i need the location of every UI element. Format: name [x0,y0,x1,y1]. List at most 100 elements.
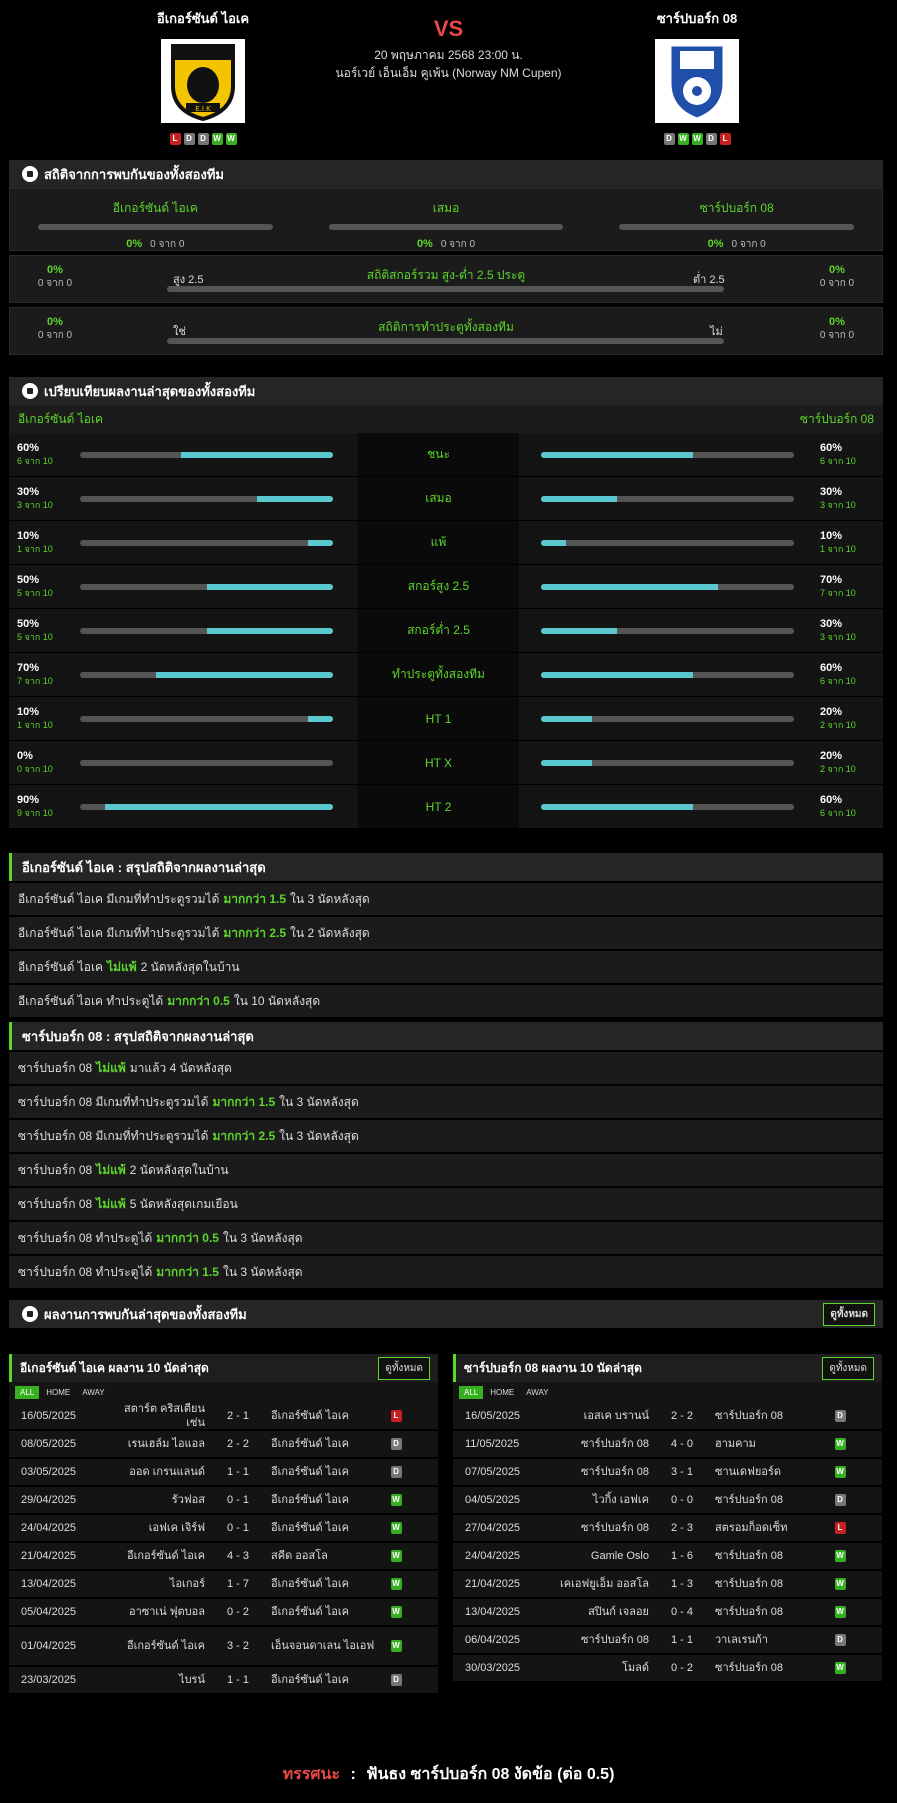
result-cell: W [381,1606,411,1618]
result-cell: W [381,1578,411,1590]
left-bar-fill [181,451,333,458]
verdict-sep: : [350,1766,356,1783]
summary-row: อีเกอร์ซันด์ ไอเค มีเกมที่ทำประตูรวมได้ม… [9,883,883,915]
right-pct: 60% 6 จาก 10 [820,442,875,468]
summary-row: อีเกอร์ซันด์ ไอเค ทำประตูได้ มากกว่า 0.5 ใ… [9,985,883,1017]
result-badge: W [390,1494,402,1506]
compare-row: 50% 5 จาก 10 สกอร์ต่ำ 2.5 30% 3 จาก 10 [9,609,883,653]
result-cell: W [825,1466,855,1478]
match-row[interactable]: 11/05/2025 ซาร์ปบอร์ก 08 4 - 0 ฮามคาม W [453,1431,882,1459]
result-badge: W [390,1606,402,1618]
form-badge: D [183,133,195,145]
right-bar-fill [541,759,592,766]
right-bar [541,671,794,678]
result-cell: D [381,1466,411,1478]
summary-highlight: มากกว่า 2.5 [223,925,287,940]
football-icon [22,383,38,399]
match-row[interactable]: 08/05/2025 เรนเฮล์ม ไอแอล 2 - 2 อีเกอร์ซันด… [9,1431,438,1459]
summary-pre: อีเกอร์ซันด์ ไอเค ทำประตูได้ [18,993,164,1008]
match-home: อีเกอร์ซันด์ ไอเค [127,1640,205,1652]
h2h-col-label: เสมอ [432,201,460,215]
summary-pre: ซาร์ปบอร์ก 08 [18,1060,93,1075]
match-row[interactable]: 13/04/2025 สปินก์ เจลอย 0 - 4 ซาร์ปบอร์ก 08… [453,1599,882,1627]
match-away: ซานเดฟยอร์ด [715,1466,781,1478]
right-bar [541,495,794,502]
compare-right: 30% 3 จาก 10 [519,477,883,520]
form-badge: W [211,133,223,145]
tab-all[interactable]: ALL [15,1386,40,1399]
left-bar [80,715,333,722]
btts-left-label: ใช่ [173,326,186,338]
compare-label: สกอร์สูง 2.5 [358,565,519,608]
right-pct: 30% 3 จาก 10 [820,618,875,644]
match-score: 0 - 1 [226,1494,249,1506]
match-row[interactable]: 21/04/2025 อีเกอร์ซันด์ ไอเค 4 - 3 สคีด ออส… [9,1543,438,1571]
match-date: 03/05/2025 [21,1466,77,1478]
right-bar-fill [541,715,592,722]
match-row[interactable]: 13/04/2025 ไอเกอร์ 1 - 7 อีเกอร์ซันด์ ไอเค W [9,1571,438,1599]
match-row[interactable]: 24/04/2025 Gamle Oslo 1 - 6 ซาร์ปบอร์ก 08 W [453,1543,882,1571]
home-tabs: ALL HOME AWAY [9,1382,438,1403]
tab-home[interactable]: HOME [46,1388,71,1397]
tab-home[interactable]: HOME [490,1388,515,1397]
right-pct: 70% 7 จาก 10 [820,574,875,600]
match-row[interactable]: 30/03/2025 โมลด์ 0 - 2 ซาร์ปบอร์ก 08 W [453,1655,882,1683]
match-home: เรนเฮล์ม ไอแอล [127,1438,205,1450]
tab-away[interactable]: AWAY [526,1388,549,1397]
compare-row: 30% 3 จาก 10 เสมอ 30% 3 จาก 10 [9,477,883,521]
match-row[interactable]: 16/05/2025 เอสเค บรานน์ 2 - 2 ซาร์ปบอร์ก 08… [453,1403,882,1431]
compare-label: สกอร์ต่ำ 2.5 [358,609,519,652]
match-row[interactable]: 27/04/2025 ซาร์ปบอร์ก 08 2 - 3 สตรอมก็อดเซ็… [453,1515,882,1543]
match-row[interactable]: 16/05/2025 สตาร์ต คริสเตียนเซ่น 2 - 1 อีเกอ… [9,1403,438,1431]
left-bar [80,759,333,766]
match-row[interactable]: 03/05/2025 ออด เกรนแลนด์ 1 - 1 อีเกอร์ซันด์… [9,1459,438,1487]
summary-pre: อีเกอร์ซันด์ ไอเค [18,959,104,974]
left-bar [80,803,333,810]
summary-pre: ซาร์ปบอร์ก 08 มีเกมที่ทำประตูรวมได้ [18,1094,209,1109]
left-pct: 30% 3 จาก 10 [17,486,72,512]
away-view-all-button[interactable]: ดูทั้งหมด [822,1356,874,1380]
home-view-all-button[interactable]: ดูทั้งหมด [378,1356,430,1380]
compare-left: 70% 7 จาก 10 [9,653,358,696]
match-row[interactable]: 21/04/2025 เคเอฟยูเอ็ม ออสโล 1 - 3 ซาร์ปบอร… [453,1571,882,1599]
result-badge: W [834,1550,846,1562]
tab-away[interactable]: AWAY [82,1388,105,1397]
match-row[interactable]: 24/04/2025 เอฟเค เจิร์ฟ 0 - 1 อีเกอร์ซันด์ … [9,1515,438,1543]
result-cell: W [381,1522,411,1534]
right-of: 3 จาก 10 [820,499,856,510]
match-row[interactable]: 05/04/2025 อาซาเน่ ฟุตบอล 0 - 2 อีเกอร์ซันด… [9,1599,438,1627]
summary-highlight: ไม่แพ้ [96,1196,126,1211]
match-row[interactable]: 07/05/2025 ซาร์ปบอร์ก 08 3 - 1 ซานเดฟยอร์ด W [453,1459,882,1487]
h2h-section: สถิติจากการพบกันของทั้งสองทีม อีเกอร์ซัน… [9,160,883,355]
right-bar-fill [541,539,567,546]
match-row[interactable]: 23/03/2025 ไบรน์ 1 - 1 อีเกอร์ซันด์ ไอเค D [9,1667,438,1695]
match-row[interactable]: 01/04/2025 อีเกอร์ซันด์ ไอเค 3 - 2 เอ็นจอนด… [9,1627,438,1667]
match-row[interactable]: 06/04/2025 ซาร์ปบอร์ก 08 1 - 1 วาเลเรนก้า D [453,1627,882,1655]
view-all-button[interactable]: ดูทั้งหมด [823,1302,875,1326]
match-away: ซาร์ปบอร์ก 08 [715,1550,783,1562]
ou-left-of: 0 จาก 0 [37,278,73,289]
right-of: 7 จาก 10 [820,587,856,598]
match-date: 29/04/2025 [21,1494,77,1506]
recent-header: ผลงานการพบกันล่าสุดของทั้งสองทีม ดูทั้งห… [9,1300,883,1328]
result-badge: D [834,1410,846,1422]
match-row[interactable]: 29/04/2025 รัวฟอส 0 - 1 อีเกอร์ซันด์ ไอเค W [9,1487,438,1515]
left-bar-fill [206,627,333,634]
match-away: อีเกอร์ซันด์ ไอเค [271,1606,349,1618]
summary-highlight: ไม่แพ้ [96,1162,126,1177]
left-pct: 0% 0 จาก 10 [17,750,72,776]
match-score: 4 - 0 [670,1438,693,1450]
btts-stat: 0% 0 จาก 0 ใช่ สถิติการทำประตูทั้งสองทีม… [9,307,883,355]
tab-all[interactable]: ALL [459,1386,484,1399]
right-pct: 60% 6 จาก 10 [820,662,875,688]
compare-label: แพ้ [358,521,519,564]
match-date: 01/04/2025 [21,1640,77,1652]
result-cell: L [381,1410,411,1422]
compare-left: 60% 6 จาก 10 [9,433,358,476]
right-pct: 60% 6 จาก 10 [820,794,875,820]
match-date: 21/04/2025 [465,1578,521,1590]
match-home: ซาร์ปบอร์ก 08 [581,1522,649,1534]
match-away: อีเกอร์ซันด์ ไอเค [271,1410,349,1422]
match-row[interactable]: 04/05/2025 ไวกิ้ง เอฟเค 0 - 0 ซาร์ปบอร์ก 08… [453,1487,882,1515]
compare-row: 0% 0 จาก 10 HT X 20% 2 จาก 10 [9,741,883,785]
